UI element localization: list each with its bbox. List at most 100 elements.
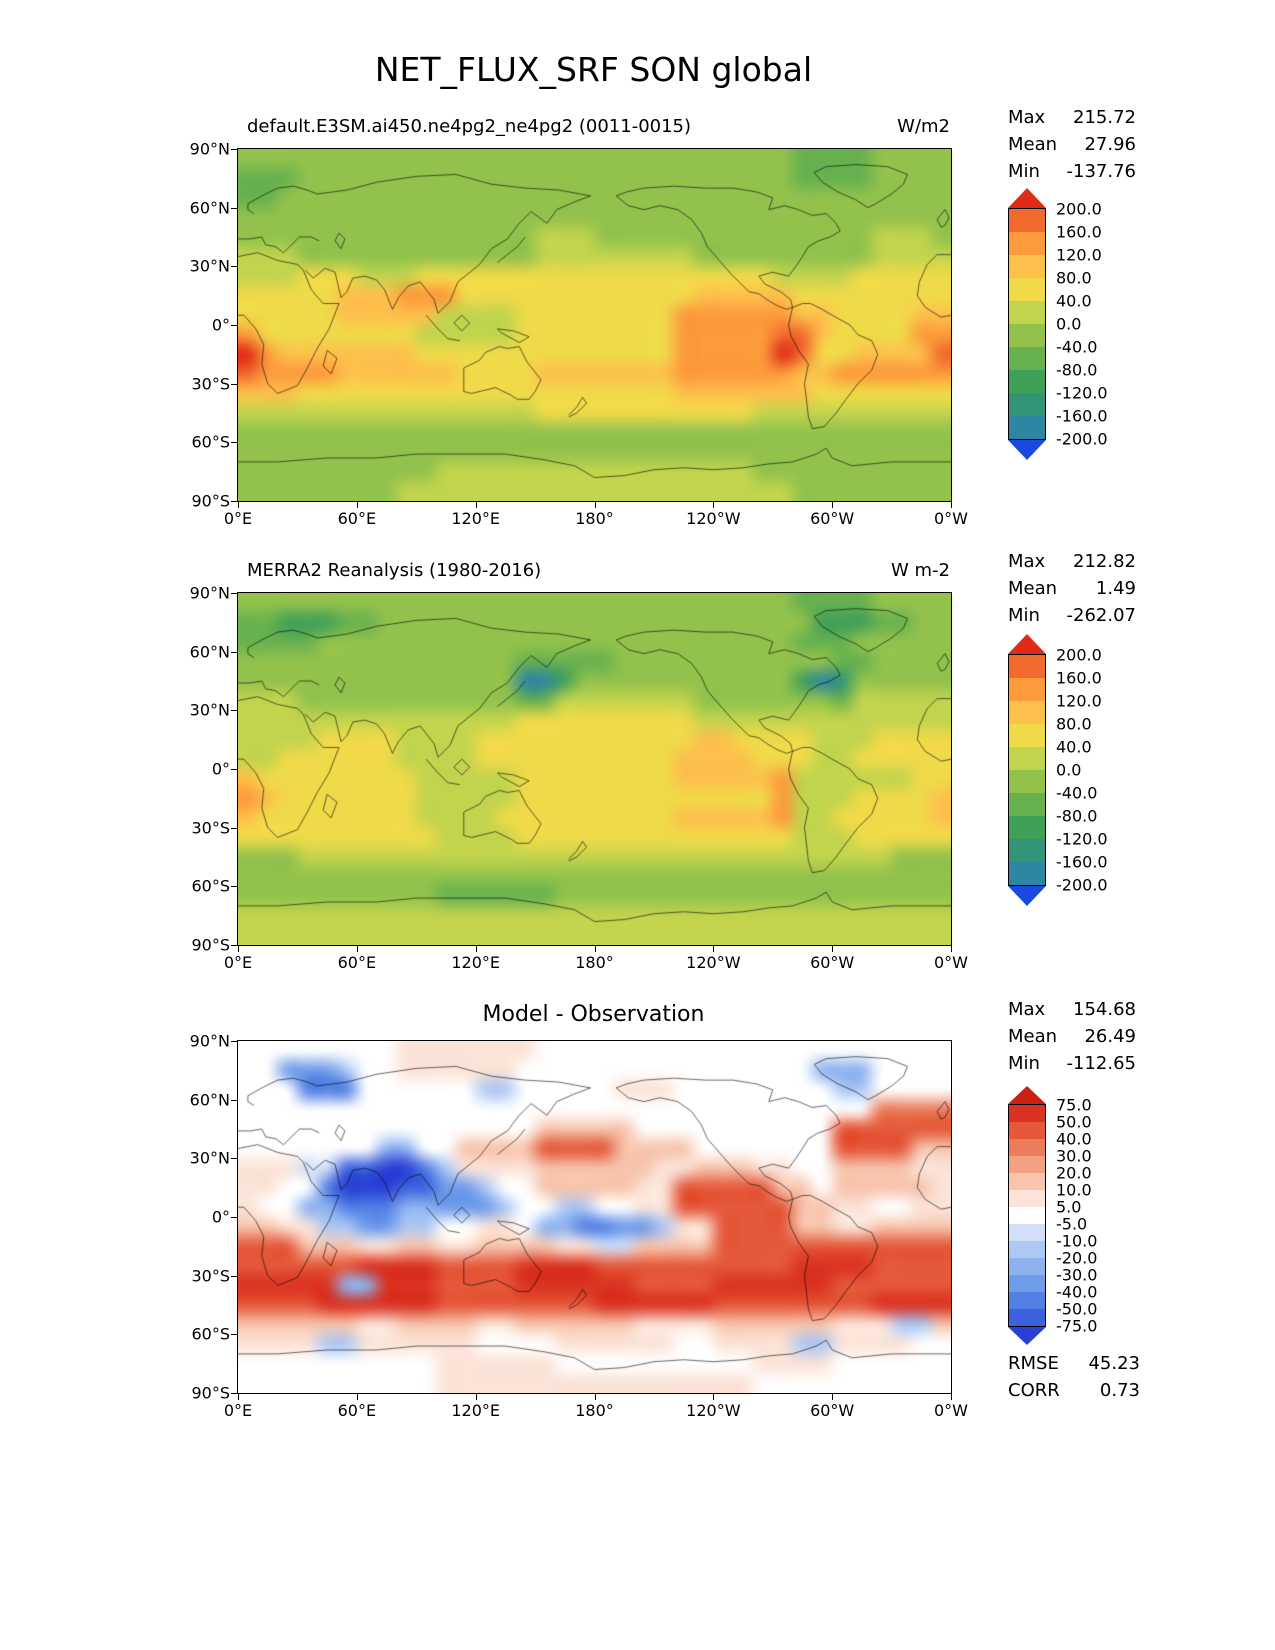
y-tick-label: 90°N bbox=[189, 1031, 230, 1051]
panel-diff-map-canvas bbox=[238, 1041, 951, 1393]
colorbar-tick-label: -20.0 bbox=[1056, 1248, 1098, 1268]
colorbar-band bbox=[1009, 655, 1045, 678]
y-tick-mark bbox=[231, 1275, 237, 1277]
x-tick-mark bbox=[951, 946, 952, 952]
y-tick-mark bbox=[231, 266, 237, 268]
stat-row: Min -112.65 bbox=[1008, 1050, 1136, 1077]
y-tick-label: 60°N bbox=[189, 1090, 230, 1110]
panel-model-units: W/m2 bbox=[897, 116, 950, 137]
y-tick-mark bbox=[231, 442, 237, 444]
stat-label: Mean bbox=[1008, 134, 1058, 155]
colorbar-band bbox=[1009, 301, 1045, 324]
colorbar-tick-label: -50.0 bbox=[1056, 1299, 1098, 1319]
colorbar-band bbox=[1009, 416, 1045, 439]
colorbar-tick-label: -200.0 bbox=[1056, 875, 1108, 895]
stat-row: Min -262.07 bbox=[1008, 602, 1136, 629]
y-tick-label: 90°N bbox=[189, 139, 230, 159]
y-tick-mark bbox=[231, 1334, 237, 1336]
x-tick-mark bbox=[356, 502, 358, 508]
colorbar-band bbox=[1009, 324, 1045, 347]
colorbar-body bbox=[1008, 1104, 1046, 1327]
y-tick-label: 30°N bbox=[189, 700, 230, 720]
y-tick-label: 30°S bbox=[191, 818, 230, 838]
y-tick-mark bbox=[231, 325, 237, 326]
y-tick-mark bbox=[231, 1041, 237, 1042]
y-tick-mark bbox=[231, 710, 237, 712]
x-tick-mark bbox=[475, 1394, 477, 1400]
y-tick-label: 30°S bbox=[191, 1266, 230, 1286]
stat-row: Min -137.76 bbox=[1008, 158, 1136, 185]
stat-row: Mean 26.49 bbox=[1008, 1023, 1136, 1050]
x-tick-label: 120°E bbox=[451, 1401, 500, 1420]
colorbar-tick-label: 80.0 bbox=[1056, 268, 1092, 288]
x-tick-label: 180° bbox=[575, 953, 614, 972]
y-tick-label: 30°N bbox=[189, 256, 230, 276]
stat-label: Max bbox=[1008, 551, 1046, 572]
x-tick-label: 180° bbox=[575, 509, 614, 528]
x-tick-mark bbox=[832, 1394, 834, 1400]
y-tick-label: 90°S bbox=[191, 1383, 230, 1403]
stat-row: CORR 0.73 bbox=[1008, 1377, 1140, 1404]
y-tick-mark bbox=[231, 945, 237, 946]
x-tick-label: 60°W bbox=[810, 953, 855, 972]
stat-value: -112.65 bbox=[1066, 1053, 1136, 1074]
x-tick-mark bbox=[713, 946, 715, 952]
panel-model-title: default.E3SM.ai450.ne4pg2_ne4pg2 (0011-0… bbox=[247, 116, 692, 137]
x-tick-label: 120°W bbox=[686, 1401, 741, 1420]
colorbar-tick-label: 0.0 bbox=[1056, 760, 1082, 780]
panel-model-stats: Max 215.72 Mean 27.96 Min -137.76 bbox=[1008, 104, 1136, 185]
y-tick-mark bbox=[231, 383, 237, 385]
x-tick-label: 120°W bbox=[686, 953, 741, 972]
panel-diff-extra-stats: RMSE 45.23 CORR 0.73 bbox=[1008, 1350, 1140, 1404]
colorbar-tick-label: -40.0 bbox=[1056, 337, 1098, 357]
colorbar-band bbox=[1009, 278, 1045, 301]
colorbar-tick-label: -160.0 bbox=[1056, 852, 1108, 872]
y-tick-mark bbox=[231, 593, 237, 594]
stat-row: Max 212.82 bbox=[1008, 548, 1136, 575]
x-tick-mark bbox=[594, 946, 596, 952]
x-tick-label: 120°E bbox=[451, 509, 500, 528]
x-tick-mark bbox=[832, 502, 834, 508]
panel-diff-map-plot: 0°E 60°E 120°E 180° 120°W 60°W 0°W 90°N 60°N 30°N… bbox=[190, 1032, 968, 1421]
y-tick-label: 60°N bbox=[189, 642, 230, 662]
x-tick-mark bbox=[594, 1394, 596, 1400]
y-tick-label: 0° bbox=[211, 1207, 230, 1227]
colorbar-band bbox=[1009, 1292, 1045, 1309]
colorbar-band bbox=[1009, 232, 1045, 255]
colorbar-tick-label: 5.0 bbox=[1056, 1197, 1082, 1217]
colorbar-band bbox=[1009, 816, 1045, 839]
y-tick-mark bbox=[231, 1393, 237, 1394]
x-tick-mark bbox=[238, 502, 239, 508]
y-tick-mark bbox=[231, 827, 237, 829]
y-tick-label: 60°N bbox=[189, 198, 230, 218]
x-tick-label: 60°E bbox=[337, 1401, 377, 1420]
colorbar-band bbox=[1009, 793, 1045, 816]
x-tick-mark bbox=[475, 502, 477, 508]
colorbar-tick-label: -10.0 bbox=[1056, 1231, 1098, 1251]
colorbar-tick-label: -40.0 bbox=[1056, 1282, 1098, 1302]
panel-obs-colorbar: 200.0 160.0 120.0 80.0 40.0 0.0 -40.0 -80.0 -120… bbox=[1008, 634, 1108, 906]
stat-row: Max 154.68 bbox=[1008, 996, 1136, 1023]
colorbar-tick-label: 40.0 bbox=[1056, 1129, 1092, 1149]
panel-model-map-canvas bbox=[238, 149, 951, 501]
stat-value: 212.82 bbox=[1073, 551, 1136, 572]
panel-model-colorbar: 200.0 160.0 120.0 80.0 40.0 0.0 -40.0 -80.0 -120… bbox=[1008, 188, 1108, 460]
stat-value: 26.49 bbox=[1084, 1026, 1136, 1047]
colorbar-tick-label: 10.0 bbox=[1056, 1180, 1092, 1200]
panel-diff-stats: Max 154.68 Mean 26.49 Min -112.65 bbox=[1008, 996, 1136, 1077]
colorbar-band bbox=[1009, 1139, 1045, 1156]
x-tick-label: 0°W bbox=[934, 509, 968, 528]
x-tick-mark bbox=[475, 946, 477, 952]
colorbar-tick-label: -120.0 bbox=[1056, 383, 1108, 403]
x-tick-label: 0°W bbox=[934, 953, 968, 972]
stat-value: -137.76 bbox=[1066, 161, 1136, 182]
colorbar-tick-label: -80.0 bbox=[1056, 806, 1098, 826]
colorbar-band bbox=[1009, 1173, 1045, 1190]
stat-row: RMSE 45.23 bbox=[1008, 1350, 1140, 1377]
stat-label: Min bbox=[1008, 605, 1040, 626]
colorbar-band bbox=[1009, 209, 1045, 232]
x-tick-mark bbox=[951, 1394, 952, 1400]
colorbar-band bbox=[1009, 839, 1045, 862]
colorbar-band bbox=[1009, 701, 1045, 724]
panel-model-map-plot: 0°E 60°E 120°E 180° 120°W 60°W 0°W 90°N 60°N 30°N… bbox=[190, 140, 968, 529]
